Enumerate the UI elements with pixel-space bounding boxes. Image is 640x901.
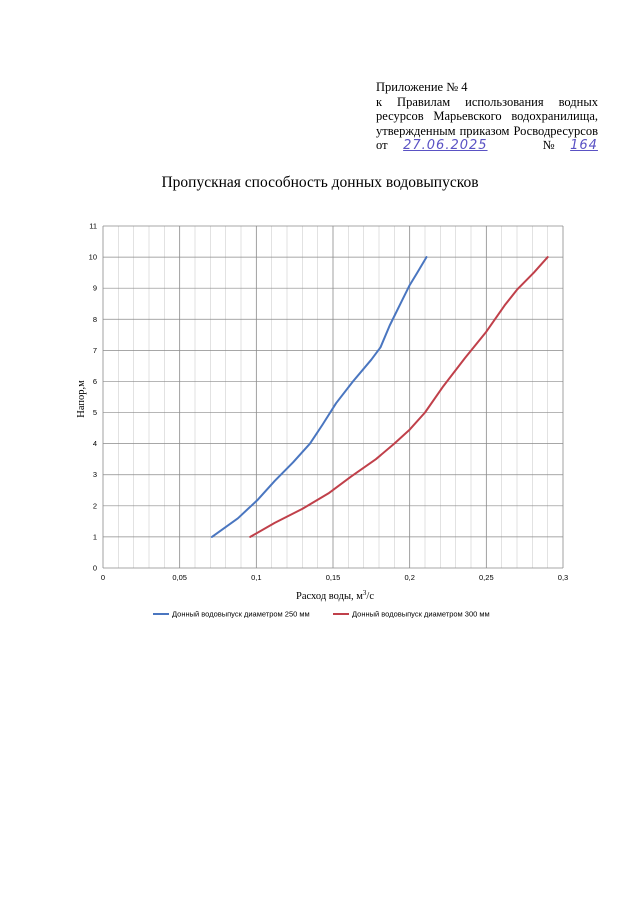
chart-grid	[102, 225, 564, 569]
date-label: от	[376, 138, 388, 152]
y-tick-label: 4	[93, 439, 97, 448]
x-tick-label: 0,15	[326, 573, 341, 582]
appendix-header: Приложение № 4 к Правилам использования …	[376, 80, 598, 154]
number-label: №	[542, 138, 555, 152]
x-tick-label: 0,3	[558, 573, 568, 582]
y-tick-label: 8	[93, 315, 97, 324]
series-line-1	[210, 256, 428, 538]
handwritten-date: 27.06.2025	[403, 138, 488, 153]
y-tick-label: 1	[93, 532, 97, 541]
legend-label-2: Донный водовыпуск диаметром 300 мм	[352, 610, 490, 619]
x-tick-label: 0,25	[479, 573, 494, 582]
y-tick-label: 2	[93, 501, 97, 510]
handwritten-number: 164	[570, 138, 598, 153]
y-tick-label: 7	[93, 346, 97, 355]
x-tick-label: 0,1	[251, 573, 261, 582]
chart-legend: Донный водовыпуск диаметром 250 мм Донный…	[153, 610, 490, 619]
y-tick-label: 0	[93, 564, 97, 573]
x-tick-label: 0,2	[404, 573, 414, 582]
appendix-line-reservoir: ресурсов Марьевского водохранилища,	[376, 109, 598, 123]
x-tick-label: 0,05	[172, 573, 187, 582]
x-tick-label: 0	[101, 573, 105, 582]
series-line-2	[249, 256, 549, 538]
appendix-number: Приложение № 4	[376, 80, 468, 94]
chart-series	[210, 256, 549, 538]
y-tick-label: 10	[89, 253, 97, 262]
chart-title: Пропускная способность донных водовыпуск…	[161, 174, 479, 191]
appendix-date-row: от 27.06.2025 № 164	[376, 138, 598, 154]
y-tick-label: 5	[93, 408, 97, 417]
y-axis-label: Напор,м	[76, 380, 87, 418]
x-axis-label: Расход воды, м3/с	[296, 589, 374, 602]
legend-label-1: Донный водовыпуск диаметром 250 мм	[172, 610, 310, 619]
y-tick-label: 3	[93, 470, 97, 479]
y-tick-label: 11	[89, 222, 97, 231]
appendix-line-order: утвержденным приказом Росводресурсов	[376, 123, 598, 138]
appendix-line-rules: к Правилам использования водных	[376, 94, 598, 109]
chart-ticks: 0 0,05 0,1 0,15 0,2 0,25 0,3 0 1 2 3 4 5 6 7 8 9 10 11	[89, 222, 569, 583]
y-tick-label: 9	[93, 284, 97, 293]
y-tick-label: 6	[93, 377, 97, 386]
